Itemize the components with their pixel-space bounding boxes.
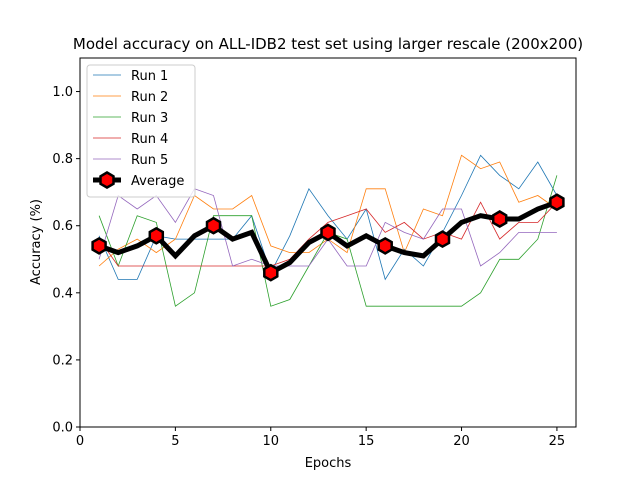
average-marker xyxy=(91,236,107,255)
legend-label: Run 1 xyxy=(131,69,168,84)
x-tick-label: 20 xyxy=(453,434,470,449)
x-tick-label: 10 xyxy=(262,434,279,449)
y-tick-label: 0.4 xyxy=(52,286,73,301)
x-axis-label: Epochs xyxy=(305,456,352,471)
y-tick-label: 0.6 xyxy=(52,219,73,234)
x-tick-label: 25 xyxy=(549,434,566,449)
legend-label: Run 2 xyxy=(131,90,168,105)
average-marker xyxy=(320,223,336,242)
y-tick-label: 1.0 xyxy=(52,85,73,100)
legend: Run 1 Run 2 Run 3 Run 4 Run 5 Average xyxy=(86,64,196,198)
average-marker xyxy=(549,193,565,212)
average-marker xyxy=(491,210,508,228)
legend-label: Average xyxy=(131,174,184,189)
legend-marker xyxy=(99,171,115,189)
average-marker xyxy=(205,216,222,235)
average-marker xyxy=(148,226,165,245)
plot-area xyxy=(91,154,565,307)
legend-label: Run 4 xyxy=(131,132,168,147)
series-line-3 xyxy=(98,201,558,267)
chart-title: Model accuracy on ALL-IDB2 test set usin… xyxy=(73,35,583,53)
x-tick-label: 0 xyxy=(76,434,84,449)
y-tick-label: 0.8 xyxy=(52,152,73,167)
y-axis-label: Accuracy (%) xyxy=(29,199,44,285)
average-marker xyxy=(263,263,279,282)
legend-label: Run 3 xyxy=(131,111,168,126)
x-tick-label: 5 xyxy=(171,434,179,449)
ticks: 0 5 10 15 20 25 0.0 0.2 0.4 0.6 0.8 1.0 xyxy=(52,85,565,449)
average-marker xyxy=(434,230,451,249)
legend-box xyxy=(86,64,196,198)
legend-label: Run 5 xyxy=(131,153,168,168)
y-tick-label: 0.0 xyxy=(52,421,73,436)
x-tick-label: 15 xyxy=(358,434,375,449)
y-tick-label: 0.2 xyxy=(52,353,73,368)
axes-frame xyxy=(79,57,577,428)
average-marker xyxy=(377,236,393,255)
